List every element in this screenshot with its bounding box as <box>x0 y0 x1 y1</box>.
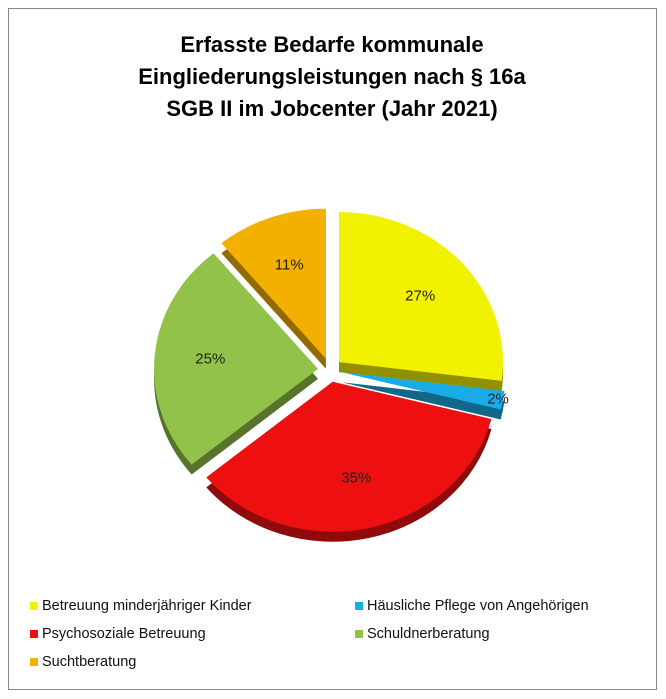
slice-side <box>341 382 505 420</box>
slice <box>341 372 505 410</box>
legend-swatch <box>30 630 38 638</box>
legend-label: Suchtberatung <box>42 654 136 670</box>
legend-swatch <box>355 630 363 638</box>
slice <box>206 381 492 532</box>
data-label: 27% <box>405 288 435 305</box>
slice <box>339 212 504 381</box>
data-label: 35% <box>341 469 371 486</box>
data-label: 2% <box>487 390 509 407</box>
chart-title: Eingliederungsleistungen nach § 16a <box>138 64 526 89</box>
legend-swatch <box>30 602 38 610</box>
chart-frame <box>8 8 657 690</box>
legend-label: Häusliche Pflege von Angehörigen <box>367 598 589 614</box>
chart-title: SGB II im Jobcenter (Jahr 2021) <box>166 96 497 121</box>
data-label: 11% <box>275 257 304 274</box>
legend-swatch <box>30 658 38 666</box>
chart-title: Erfasste Bedarfe kommunale <box>180 32 483 57</box>
legend-label: Schuldnerberatung <box>367 626 490 642</box>
data-label: 25% <box>195 351 225 368</box>
legend-label: Betreuung minderjähriger Kinder <box>42 598 252 614</box>
legend-label: Psychosoziale Betreuung <box>42 626 206 642</box>
slice <box>221 208 326 359</box>
slice <box>154 253 319 465</box>
legend-swatch <box>355 602 363 610</box>
